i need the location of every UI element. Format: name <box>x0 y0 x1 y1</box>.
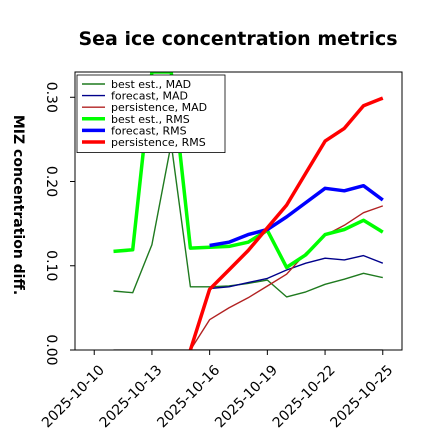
legend-label: persistence, MAD <box>111 101 207 114</box>
legend-label: forecast, MAD <box>111 90 188 103</box>
legend-label: best est., MAD <box>111 78 191 91</box>
legend-box <box>76 74 226 153</box>
legend-label: best est., RMS <box>111 113 190 126</box>
plot-frame <box>74 71 403 351</box>
series-line-forecast-rms <box>209 183 384 248</box>
y-tick-label: 0.10 <box>43 250 59 281</box>
y-tick-label: 0.20 <box>43 166 59 197</box>
plot-area <box>113 72 384 350</box>
series-line-persistence-mad <box>189 205 384 350</box>
legend-label: persistence, RMS <box>111 136 206 149</box>
series-line-persistence-rms <box>188 96 384 350</box>
series-line-best-est-mad <box>113 142 383 298</box>
series-line-best-est-rms <box>113 72 384 270</box>
legend-label: forecast, RMS <box>111 124 187 137</box>
series-line-forecast-mad <box>209 254 384 290</box>
y-axis-label: MIZ concentration diff. <box>10 115 26 295</box>
y-tick-label: 0.00 <box>43 334 59 365</box>
x-tick-label: 2025-10-25 <box>328 362 397 431</box>
chart-title: Sea ice concentration metrics <box>78 28 397 50</box>
y-tick-label: 0.30 <box>43 82 59 113</box>
